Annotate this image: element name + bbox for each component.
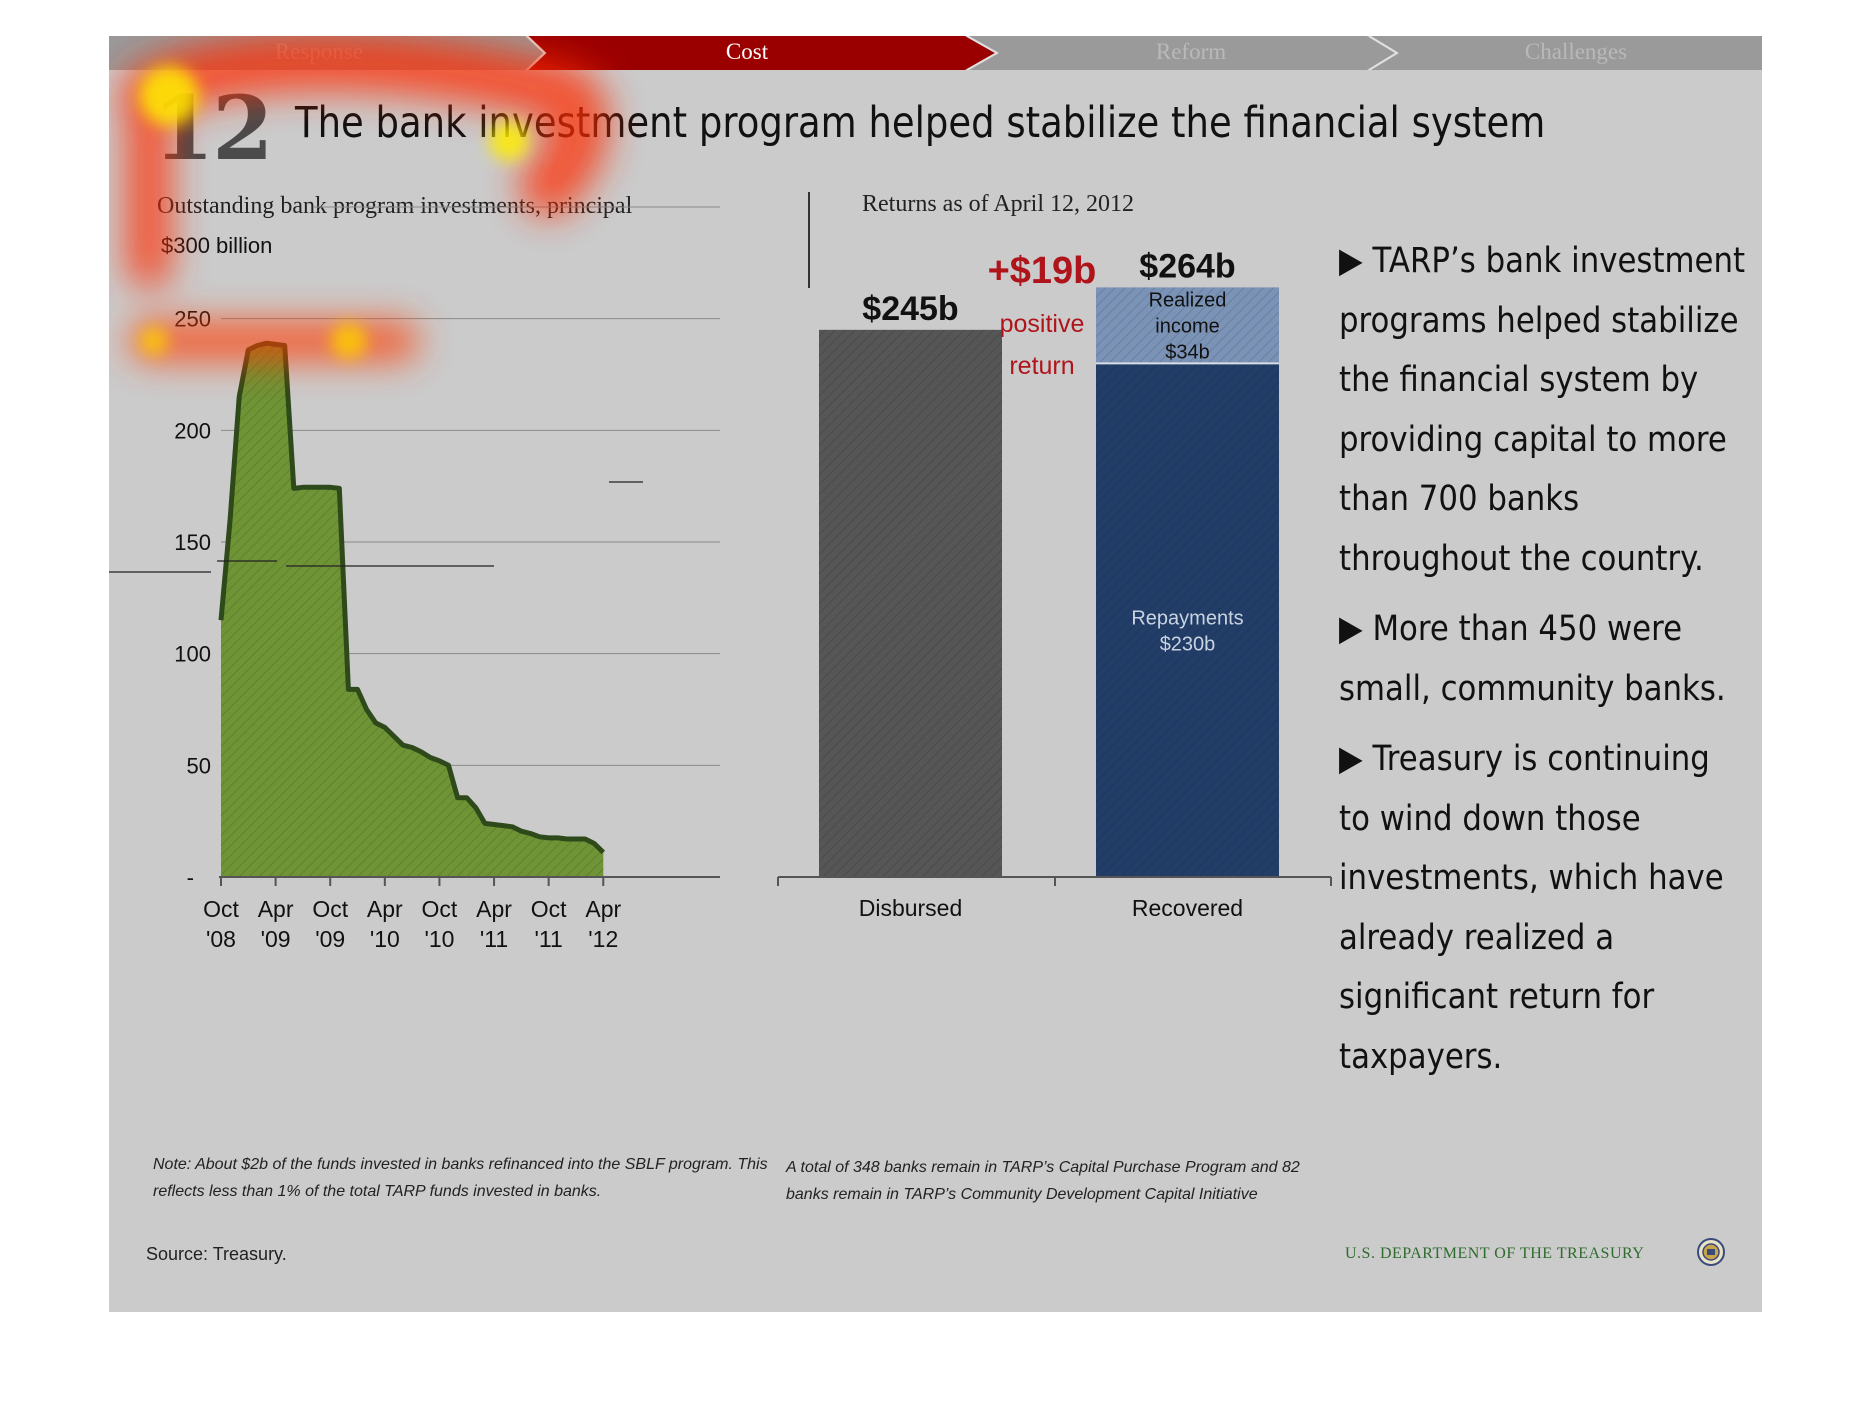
x-tick-label: '11 xyxy=(480,926,508,952)
y-tick-label: 250 xyxy=(174,307,211,332)
x-tick-label: '09 xyxy=(261,926,291,952)
nav-tab-reform-bg[interactable] xyxy=(967,36,1395,70)
x-tick-label: Apr xyxy=(585,896,621,922)
x-tick-label: Apr xyxy=(258,896,294,922)
y-tick-label: 200 xyxy=(174,418,211,443)
right-chart-title: Returns as of April 12, 2012 xyxy=(862,191,1134,217)
x-tick-label: Apr xyxy=(476,896,512,922)
bar-segment-label: $230b xyxy=(1160,633,1216,655)
x-tick-label: Oct xyxy=(422,896,458,922)
y-top-label: $300 billion xyxy=(161,233,272,258)
bar-total-label: $245b xyxy=(862,290,958,328)
x-tick-label: '09 xyxy=(315,926,345,952)
bar-segment-hatch xyxy=(1096,287,1279,364)
bullet-item: ▶ More than 450 were small, community ba… xyxy=(1339,609,1726,709)
x-tick-label: Oct xyxy=(203,896,239,922)
y-tick-label: 150 xyxy=(174,530,211,555)
positive-return-label: return xyxy=(1009,352,1074,380)
bullet-list: ▶ TARP’s bank investment programs helped… xyxy=(1339,232,1749,1098)
bar-segment-hatch xyxy=(1096,363,1279,877)
x-tick-label: '10 xyxy=(370,926,400,952)
area-series-hatch xyxy=(221,343,604,877)
x-tick-label: Oct xyxy=(312,896,348,922)
x-tick-label: '11 xyxy=(535,926,563,952)
nav-tab-reform[interactable]: Reform xyxy=(1155,39,1227,64)
positive-return-value: +$19b xyxy=(988,250,1097,292)
department-name: U.S. DEPARTMENT OF THE TREASURY xyxy=(1345,1245,1645,1262)
nav-tab-cost[interactable]: Cost xyxy=(725,39,769,64)
bullet-item: ▶ TARP’s bank investment programs helped… xyxy=(1339,241,1746,579)
charts: $300 billion - 50 100 150 200 250 Oct '08 Apr '09 O… xyxy=(109,206,1332,952)
area-chart: $300 billion - 50 100 150 200 250 Oct '08 Apr '09 O… xyxy=(161,206,720,952)
nav-tab-challenges-bg[interactable] xyxy=(1369,36,1762,70)
x-category-label: Recovered xyxy=(1132,895,1243,921)
bar-total-label: $264b xyxy=(1139,247,1235,285)
triangle-bullet-icon: ▶ xyxy=(1339,241,1373,281)
divider xyxy=(808,192,810,288)
left-note: Note: About $2b of the funds invested in… xyxy=(153,1156,768,1200)
y-tick-label: 100 xyxy=(174,642,211,667)
x-tick-label: Apr xyxy=(367,896,403,922)
x-tick-label: '12 xyxy=(588,926,618,952)
treasury-seal-icon xyxy=(1697,1238,1725,1266)
bar-segment-label: $34b xyxy=(1165,341,1210,363)
right-note: A total of 348 banks remain in TARP’s Ca… xyxy=(786,1159,1300,1203)
x-category-label: Disbursed xyxy=(859,895,963,921)
nav-tab-challenges[interactable]: Challenges xyxy=(1524,39,1628,64)
x-tick-label: '10 xyxy=(424,926,454,952)
positive-return-label: positive xyxy=(1000,310,1085,338)
source-note: Source: Treasury. xyxy=(146,1244,287,1264)
decorative-lines xyxy=(109,481,643,573)
x-tick-label: '08 xyxy=(206,926,236,952)
triangle-bullet-icon: ▶ xyxy=(1339,609,1373,649)
bullet-item: ▶ Treasury is continuing to wind down th… xyxy=(1339,739,1724,1077)
x-tick-label: Oct xyxy=(531,896,567,922)
nav-tab-cost-bg[interactable] xyxy=(527,36,995,70)
bar-segment-label: income xyxy=(1155,315,1219,337)
bar-segment-label: Repayments xyxy=(1131,607,1243,629)
bar-segment-label: Realized xyxy=(1149,289,1227,311)
triangle-bullet-icon: ▶ xyxy=(1339,739,1373,779)
y-tick-label: 50 xyxy=(187,753,211,778)
bar-chart: $245b Disbursed Repayments $230b Realized inc… xyxy=(777,247,1332,921)
y-tick-label: - xyxy=(187,865,194,890)
bar-segment-hatch xyxy=(819,329,1002,877)
slide: Response Cost Reform Challenges 12 The b… xyxy=(109,36,1762,1312)
